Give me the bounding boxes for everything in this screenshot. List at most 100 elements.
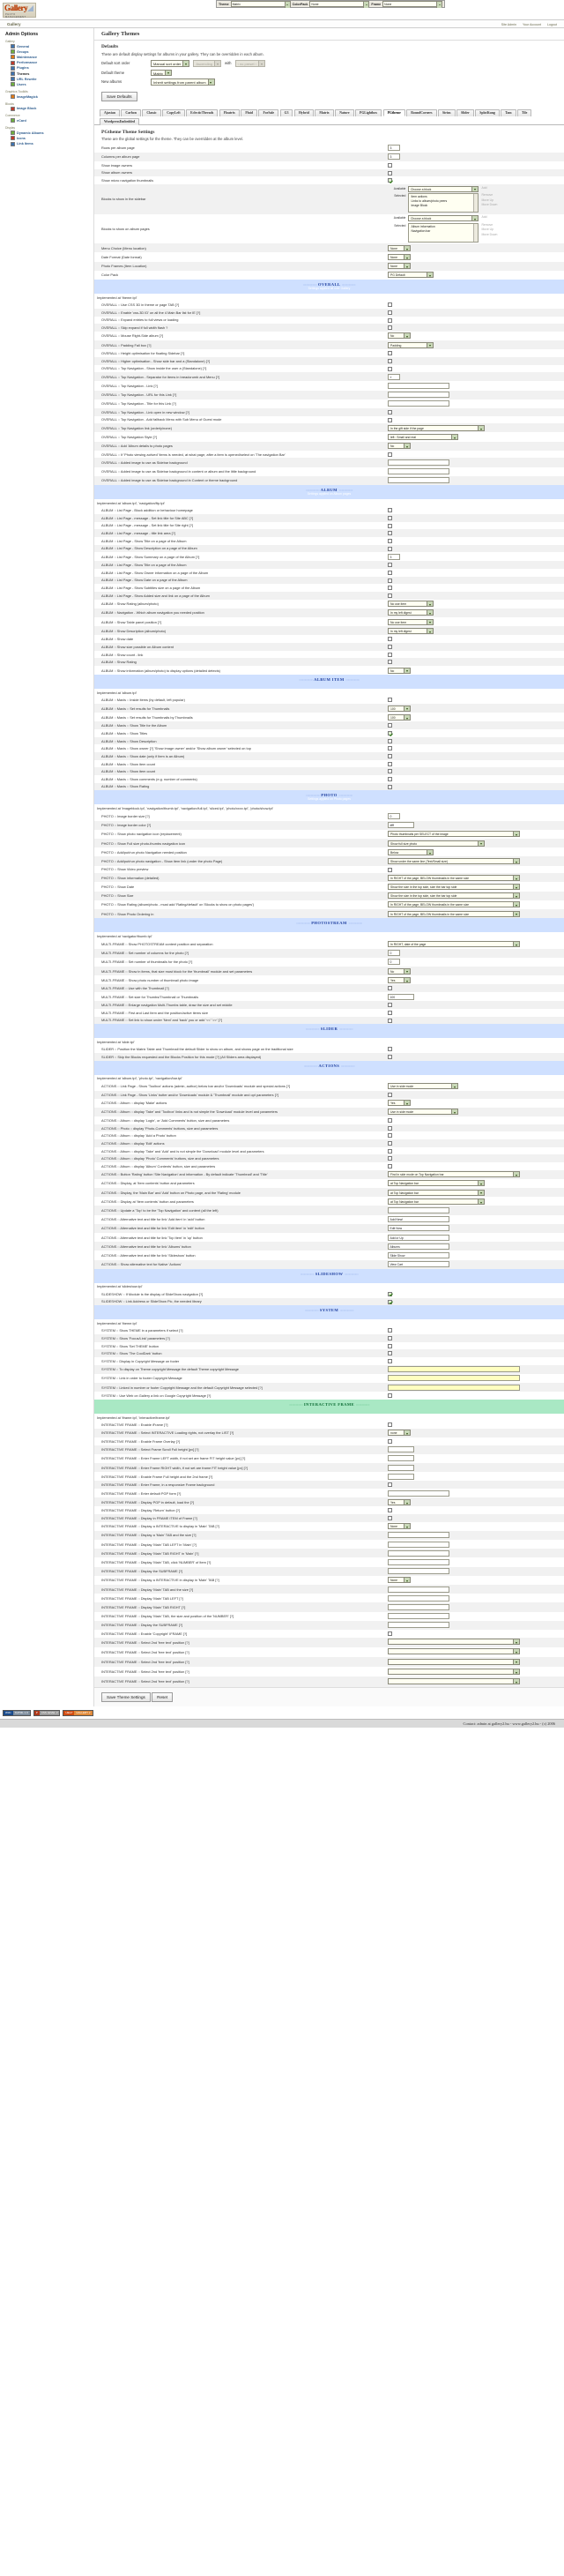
checkbox[interactable] — [388, 523, 393, 528]
sidebar-item-ecard[interactable]: eCard — [5, 118, 91, 123]
dropdown-select[interactable]: 100 — [388, 705, 412, 712]
available-block-select[interactable]: Choose a block — [408, 215, 479, 222]
text-input[interactable]: 3 — [388, 153, 401, 161]
dropdown-select[interactable]: No — [388, 443, 412, 450]
dropdown-select[interactable]: In the gift side if the page — [388, 424, 486, 431]
checkbox[interactable] — [388, 1516, 393, 1521]
tab-hybrid[interactable]: Hybrid — [293, 108, 314, 117]
dropdown-select[interactable]: Find in side mode on Top Navigation bar — [388, 1171, 521, 1178]
checkbox[interactable] — [388, 571, 393, 576]
tab-matrix[interactable]: Matrix — [315, 108, 334, 117]
checkbox[interactable] — [388, 746, 393, 751]
checkbox[interactable] — [388, 1393, 393, 1399]
text-input[interactable] — [388, 1613, 450, 1620]
checkbox[interactable] — [388, 1133, 393, 1139]
tab-g3[interactable]: G3 — [279, 108, 293, 117]
checkbox[interactable] — [388, 1299, 393, 1304]
checkbox[interactable] — [388, 531, 393, 536]
text-input[interactable] — [388, 1586, 450, 1593]
list-item[interactable]: Album information — [411, 224, 435, 228]
text-input[interactable]: 0 — [388, 959, 401, 966]
checkbox[interactable] — [388, 538, 393, 543]
text-input[interactable] — [388, 1594, 450, 1602]
validation-badge[interactable]: W3C XHTML 1.0 — [3, 1709, 31, 1716]
text-input[interactable] — [388, 468, 450, 475]
checkbox[interactable] — [388, 1631, 393, 1636]
sidebar-item-users[interactable]: Users — [5, 82, 91, 87]
tab-ajaxian[interactable]: Ajaxian — [100, 108, 120, 117]
frame-select[interactable]: None — [382, 1, 443, 8]
dropdown-select[interactable]: No use item — [388, 601, 434, 608]
dropdown-select[interactable]: at Top Navigation bar — [388, 1180, 486, 1187]
checkbox[interactable] — [388, 1336, 393, 1341]
dropdown-select[interactable]: None — [388, 254, 412, 261]
checkbox[interactable] — [388, 777, 393, 782]
checkbox[interactable] — [388, 867, 393, 872]
move-up-button[interactable]: Move Up — [481, 198, 494, 202]
checkbox[interactable] — [388, 1141, 393, 1146]
sidebar-item-plugins[interactable]: Plugins — [5, 65, 91, 71]
checkbox[interactable] — [388, 366, 393, 371]
dropdown-select[interactable]: None — [388, 263, 412, 270]
checkbox[interactable] — [388, 546, 393, 551]
checkbox[interactable] — [388, 731, 393, 736]
checkbox[interactable] — [388, 723, 393, 728]
available-block-select[interactable]: Choose a block — [408, 185, 479, 192]
tab-pgtheme[interactable]: PGtheme — [382, 108, 405, 117]
dropdown-select[interactable]: none — [388, 1430, 412, 1437]
tab-slider[interactable]: Slider — [456, 108, 474, 117]
text-input[interactable]: Add New! — [388, 1216, 450, 1223]
scrollbar[interactable] — [473, 194, 479, 212]
tab-splotkung[interactable]: SplotKung — [475, 108, 500, 117]
text-input[interactable]: #fff — [388, 822, 415, 829]
checkbox[interactable] — [388, 325, 393, 331]
scrollbar[interactable] — [473, 223, 479, 242]
dropdown-select[interactable]: No use item — [388, 618, 434, 625]
dropdown-select[interactable] — [388, 1658, 521, 1665]
checkbox[interactable] — [388, 351, 393, 356]
checkbox[interactable] — [388, 1328, 393, 1333]
checkbox[interactable] — [388, 1148, 393, 1154]
dropdown-select[interactable]: 100 — [388, 713, 412, 721]
checkbox[interactable] — [388, 738, 393, 743]
dropdown-select[interactable]: Padding — [388, 341, 434, 348]
sidebar-item-maintenance[interactable]: Maintenance — [5, 55, 91, 60]
save-theme-settings-button[interactable]: Save Theme Settings — [101, 1691, 151, 1702]
checkbox[interactable] — [388, 1351, 393, 1356]
text-input[interactable] — [388, 1464, 415, 1471]
text-input[interactable] — [388, 1375, 521, 1382]
dropdown-select[interactable]: left : Small and real — [388, 434, 459, 441]
checkbox[interactable] — [388, 178, 393, 183]
tab-fluid[interactable]: Fluid — [241, 108, 257, 117]
text-input[interactable]: 0 — [388, 950, 401, 957]
add-block-button[interactable]: Add — [481, 185, 487, 190]
text-input[interactable] — [388, 1559, 450, 1566]
text-input[interactable]: Add or Up — [388, 1234, 450, 1241]
dropdown-select[interactable]: at Top Navigation bar — [388, 1189, 486, 1196]
checkbox[interactable] — [388, 1003, 393, 1008]
sidebar-item-themes[interactable]: Themes — [5, 71, 91, 77]
text-input[interactable]: » — [388, 373, 401, 380]
checkbox[interactable] — [388, 417, 393, 422]
dropdown-select[interactable]: Photo thumbnails per SELECT of the image — [388, 831, 521, 838]
sidebar-item-general[interactable]: General — [5, 44, 91, 49]
tab-copyleft[interactable]: CopyLeft — [162, 108, 185, 117]
breadcrumb[interactable]: Gallery — [7, 22, 21, 26]
dropdown-select[interactable]: at Top Navigation bar — [388, 1198, 486, 1205]
dropdown-select[interactable]: In RIGHT of the page, BELOW thumbnails i… — [388, 910, 521, 917]
checkbox[interactable] — [388, 563, 393, 568]
checkbox[interactable] — [388, 594, 393, 599]
checkbox[interactable] — [388, 1164, 393, 1169]
text-input[interactable] — [388, 459, 450, 467]
text-input[interactable]: Edit Now — [388, 1225, 450, 1232]
tab-floatrix[interactable]: Floatrix — [219, 108, 240, 117]
theme-select[interactable]: Matrix — [230, 1, 291, 8]
checkbox[interactable] — [388, 170, 393, 175]
top-link-site-admin[interactable]: Site Admin — [501, 22, 516, 26]
new-albums-select[interactable]: Inherit settings from parent album — [151, 78, 215, 86]
tab-pglightbox[interactable]: PGLightbox — [355, 108, 382, 117]
validation-badge[interactable]: HELP GALLERY 2 — [63, 1709, 93, 1716]
dropdown-select[interactable]: Show full size photo — [388, 840, 486, 847]
text-input[interactable] — [388, 477, 450, 484]
dropdown-select[interactable]: Use in side mode — [388, 1083, 459, 1090]
